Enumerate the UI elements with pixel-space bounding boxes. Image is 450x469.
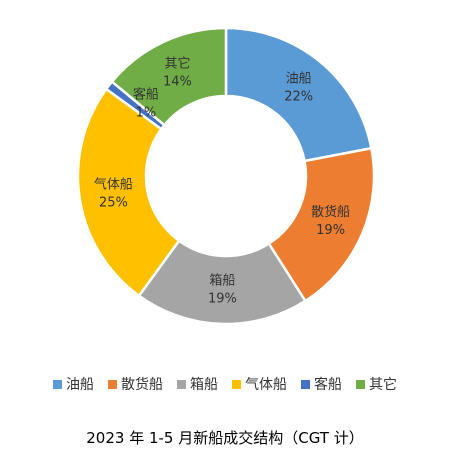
slice-value-4: 1% xyxy=(136,106,157,121)
slice-value-3: 25% xyxy=(99,195,128,210)
slice-5 xyxy=(110,26,228,127)
legend-item-4: 客船 xyxy=(301,374,342,394)
legend-item-0: 油船 xyxy=(53,374,94,394)
legend-swatch-5 xyxy=(356,379,365,389)
slice-2 xyxy=(137,238,308,326)
legend-swatch-2 xyxy=(177,379,186,389)
slice-name-1: 散货船 xyxy=(311,204,350,220)
slice-value-1: 19% xyxy=(316,223,345,238)
slice-0 xyxy=(224,26,373,163)
legend-swatch-4 xyxy=(301,379,310,389)
donut-chart: 油船 22% 散货船 19% 箱船 19% 气体船 25% 客船 1% 其它 14% xyxy=(76,26,376,326)
legend-swatch-1 xyxy=(108,379,117,389)
donut-slices xyxy=(76,26,376,326)
slice-name-3: 气体船 xyxy=(94,176,133,192)
slice-labels: 油船 22% 散货船 19% 箱船 19% 气体船 25% 客船 1% 其它 14% xyxy=(94,55,350,306)
legend-label-0: 油船 xyxy=(66,377,94,393)
slice-name-0: 油船 xyxy=(286,72,312,87)
legend-item-1: 散货船 xyxy=(108,374,163,394)
slice-value-0: 22% xyxy=(284,90,313,105)
legend-item-2: 箱船 xyxy=(177,374,218,394)
legend-label-5: 其它 xyxy=(369,377,397,393)
slice-value-2: 19% xyxy=(208,291,237,306)
legend-swatch-0 xyxy=(53,379,62,389)
legend-label-4: 客船 xyxy=(314,377,342,393)
legend-label-2: 箱船 xyxy=(190,377,218,393)
legend-item-5: 其它 xyxy=(356,374,397,394)
slice-3 xyxy=(76,87,181,298)
legend-label-3: 气体船 xyxy=(245,377,287,393)
slice-name-5: 其它 xyxy=(164,55,190,71)
legend-item-3: 气体船 xyxy=(232,374,287,394)
slice-name-4: 客船 xyxy=(133,87,159,103)
slice-1 xyxy=(267,146,376,303)
slice-value-5: 14% xyxy=(163,74,192,89)
legend-swatch-3 xyxy=(232,379,241,389)
chart-title: 2023 年 1-5 月新船成交结构（CGT 计） xyxy=(86,429,364,447)
legend-label-1: 散货船 xyxy=(121,377,163,393)
chart-legend: 油船 散货船 箱船 气体船 客船 其它 xyxy=(0,374,450,394)
slice-name-2: 箱船 xyxy=(209,272,235,288)
